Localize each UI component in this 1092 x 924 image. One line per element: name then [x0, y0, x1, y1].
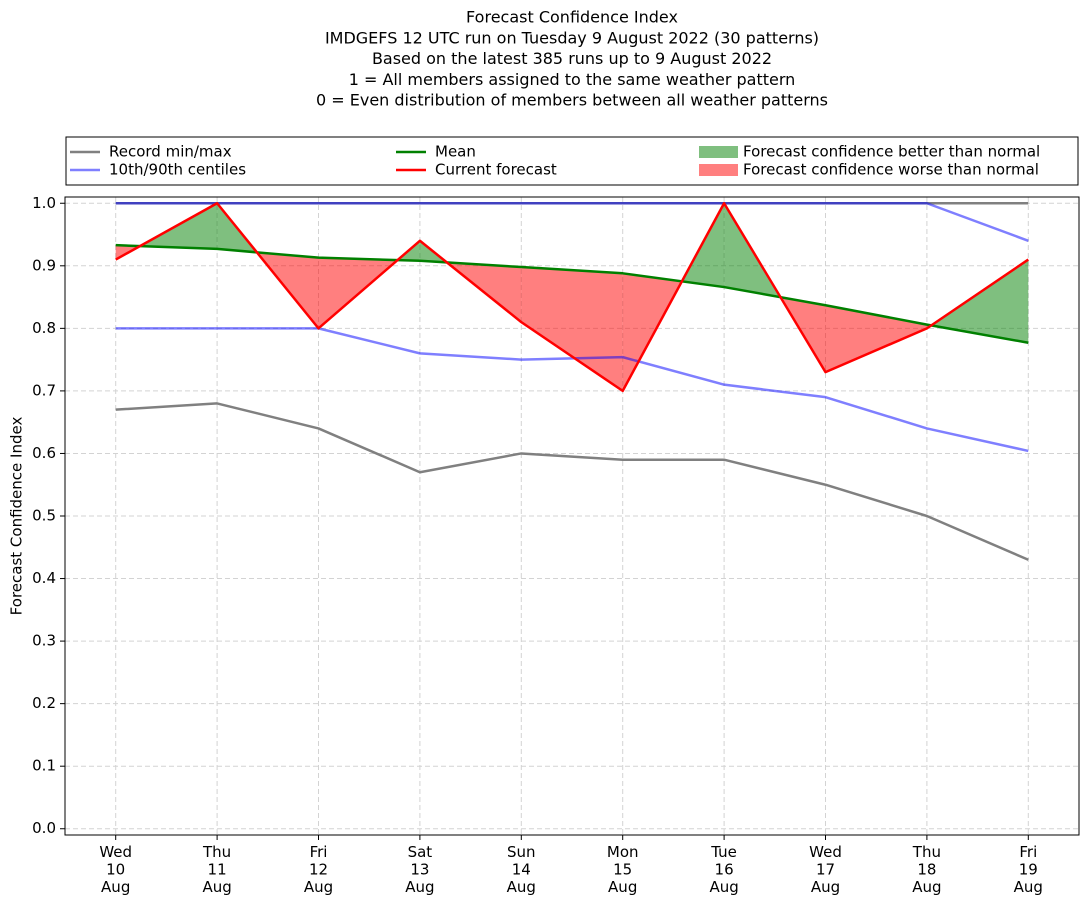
line-values	[115, 202, 1030, 393]
legend-box	[65, 136, 1079, 186]
chart-title: 1 = All members assigned to the same wea…	[349, 70, 796, 89]
y-tick-label: 0.8	[32, 319, 56, 337]
line-high	[115, 202, 1029, 242]
y-tick-label: 0.4	[32, 569, 56, 587]
chart-title: Based on the latest 385 runs up to 9 Aug…	[372, 49, 772, 68]
chart-title: 0 = Even distribution of members between…	[316, 91, 828, 110]
x-tick-label: Thu 11 Aug	[202, 843, 232, 896]
x-tick-label: Tue 16 Aug	[709, 843, 738, 896]
legend-label: Forecast confidence better than normal	[743, 143, 1040, 161]
legend-label: Mean	[435, 143, 476, 161]
legend-label: Forecast confidence worse than normal	[743, 161, 1039, 179]
plot-frame	[64, 196, 1080, 836]
y-axis-label: Forecast Confidence Index	[8, 417, 26, 616]
chart-title: IMDGEFS 12 UTC run on Tuesday 9 August 2…	[325, 28, 819, 47]
y-tick-label: 0.1	[32, 757, 56, 775]
y-tick-label: 0.2	[32, 694, 56, 712]
axes: 0.0 0.1 0.2 0.3 0.4 0.5 0.6 0.7 0.8 0.9 1.0 Wed 10 Au…	[32, 194, 1080, 896]
fill-area	[931, 259, 1029, 343]
legend-label: 10th/90th centiles	[109, 161, 246, 179]
legend-label: Current forecast	[435, 161, 557, 179]
y-tick-label: 0.5	[32, 507, 56, 525]
y-tick-label: 0.0	[32, 819, 56, 837]
y-tick-label: 0.7	[32, 381, 56, 399]
chart-title: Forecast Confidence Index	[466, 8, 678, 27]
y-tick-label: 0.9	[32, 256, 56, 274]
y-tick-label: 0.3	[32, 632, 56, 650]
x-tick-label: Fri 19 Aug	[1014, 843, 1043, 896]
x-tick-label: Thu 18 Aug	[912, 843, 942, 896]
x-tick-label: Wed 10 Aug	[99, 843, 132, 896]
line-low	[115, 327, 1029, 453]
y-tick-label: 1.0	[32, 194, 56, 212]
x-tick-label: Sat 13 Aug	[405, 843, 434, 896]
legend-label: Record min/max	[109, 143, 232, 161]
x-tick-label: Fri 12 Aug	[304, 843, 333, 896]
x-tick-label: Wed 17 Aug	[809, 843, 842, 896]
x-tick-label: Sun 14 Aug	[507, 843, 536, 896]
line-values	[115, 243, 1029, 344]
legend-patch	[699, 146, 738, 158]
x-tick-label: Mon 15 Aug	[607, 843, 639, 896]
legend-patch	[699, 164, 738, 176]
line-low	[115, 402, 1029, 561]
y-tick-label: 0.6	[32, 444, 56, 462]
lines	[115, 202, 1030, 561]
fill-area	[825, 305, 927, 373]
fill-area	[521, 267, 623, 391]
